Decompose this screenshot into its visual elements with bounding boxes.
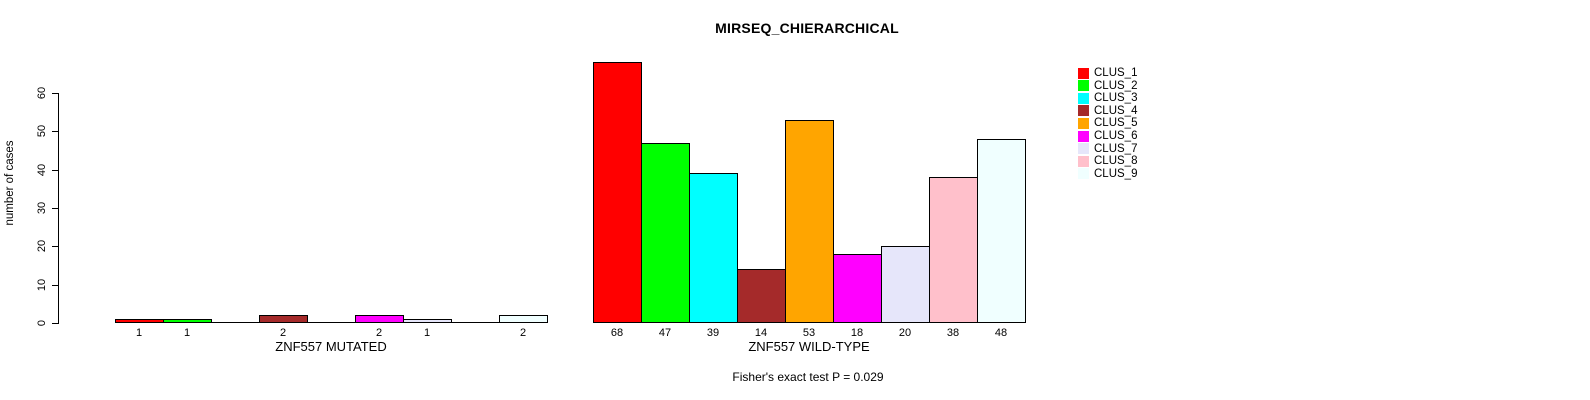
- legend-swatch-clus_7: [1078, 143, 1089, 155]
- bar-clus_9: [977, 139, 1026, 323]
- bar-value-label: 2: [375, 327, 383, 339]
- legend-swatch-clus_3: [1078, 92, 1089, 104]
- bar-value-label: 18: [850, 327, 864, 339]
- legend-label: CLUS_7: [1094, 142, 1138, 155]
- legend-row: CLUS_7: [1078, 143, 1137, 155]
- y-tick-label: 50: [36, 124, 48, 138]
- y-tick-label: 60: [36, 86, 48, 100]
- bar-clus_1: [115, 319, 164, 323]
- bar-value-label: 2: [519, 327, 527, 339]
- y-tick-label: 40: [36, 163, 48, 177]
- bar-value-label: 68: [610, 327, 624, 339]
- bar-value-label: 1: [135, 327, 143, 339]
- y-axis-label: number of cases: [4, 140, 16, 226]
- legend-row: CLUS_3: [1078, 92, 1137, 104]
- legend-swatch-clus_5: [1078, 117, 1089, 129]
- y-tick-mark: [52, 323, 58, 324]
- y-tick-mark: [52, 170, 58, 171]
- bar-value-label: 2: [279, 327, 287, 339]
- bar-clus_2: [641, 143, 690, 323]
- bar-value-label: 1: [423, 327, 431, 339]
- legend-swatch-clus_4: [1078, 105, 1089, 117]
- y-tick-mark: [52, 246, 58, 247]
- bar-value-label: 38: [946, 327, 960, 339]
- bar-clus_6: [833, 254, 882, 323]
- y-tick-mark: [52, 285, 58, 286]
- bar-clus_2: [163, 319, 212, 323]
- chart-title: MIRSEQ_CHIERARCHICAL: [715, 20, 899, 36]
- legend-row: CLUS_2: [1078, 80, 1137, 92]
- y-tick-mark: [52, 131, 58, 132]
- x-axis-group-label-wildtype: ZNF557 WILD-TYPE: [748, 339, 870, 354]
- bar-clus_6: [355, 315, 404, 323]
- bar-value-label: 14: [754, 327, 768, 339]
- legend-label: CLUS_5: [1094, 117, 1138, 130]
- legend-row: CLUS_5: [1078, 117, 1137, 129]
- legend-label: CLUS_9: [1094, 167, 1138, 180]
- bar-clus_4: [259, 315, 308, 323]
- footnote-pvalue: Fisher's exact test P = 0.029: [732, 370, 884, 384]
- legend-label: CLUS_8: [1094, 155, 1138, 168]
- legend-label: CLUS_6: [1094, 130, 1138, 142]
- bar-value-label: 53: [802, 327, 816, 339]
- legend-swatch-clus_6: [1078, 130, 1089, 142]
- y-tick-label: 0: [36, 319, 48, 327]
- legend-label: CLUS_1: [1094, 67, 1138, 79]
- legend-label: CLUS_2: [1094, 79, 1138, 92]
- legend-row: CLUS_6: [1078, 130, 1137, 142]
- bar-clus_3: [689, 173, 738, 323]
- y-tick-label: 10: [36, 278, 48, 292]
- y-tick-label: 30: [36, 201, 48, 215]
- legend-label: CLUS_4: [1094, 104, 1138, 117]
- bar-clus_9: [499, 315, 548, 323]
- bar-clus_1: [593, 62, 642, 323]
- y-tick-mark: [52, 208, 58, 209]
- x-axis-group-label-mutated: ZNF557 MUTATED: [275, 339, 387, 354]
- bar-clus_7: [881, 246, 930, 323]
- legend-label: CLUS_3: [1094, 92, 1138, 105]
- legend-swatch-clus_2: [1078, 80, 1089, 92]
- legend-swatch-clus_1: [1078, 67, 1089, 79]
- legend-row: CLUS_4: [1078, 105, 1137, 117]
- legend-swatch-clus_8: [1078, 155, 1089, 167]
- zero-bar-clus_3: [211, 322, 260, 323]
- legend-row: CLUS_9: [1078, 168, 1137, 180]
- bar-clus_4: [737, 269, 786, 323]
- bar-value-label: 20: [898, 327, 912, 339]
- bar-clus_5: [785, 120, 834, 323]
- bar-clus_8: [929, 177, 978, 323]
- legend-row: CLUS_1: [1078, 67, 1137, 79]
- bar-value-label: 47: [658, 327, 672, 339]
- y-axis-line: [58, 93, 59, 324]
- bar-value-label: 48: [994, 327, 1008, 339]
- bar-value-label: 39: [706, 327, 720, 339]
- bar-clus_7: [403, 319, 452, 323]
- bar-value-label: 1: [183, 327, 191, 339]
- zero-bar-clus_8: [451, 322, 500, 323]
- legend-row: CLUS_8: [1078, 155, 1137, 167]
- y-tick-label: 20: [36, 239, 48, 253]
- y-tick-mark: [52, 93, 58, 94]
- legend-swatch-clus_9: [1078, 168, 1089, 180]
- zero-bar-clus_5: [307, 322, 356, 323]
